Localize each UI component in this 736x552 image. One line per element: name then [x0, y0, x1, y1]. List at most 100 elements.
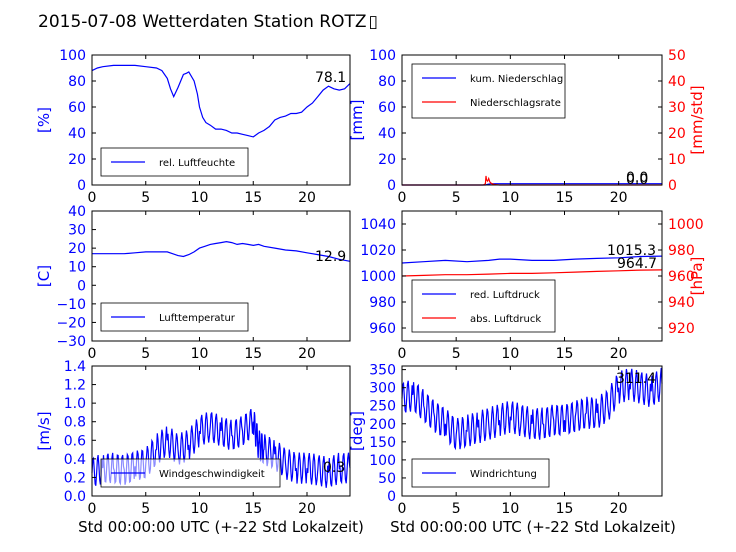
y-tick-label: 0: [387, 178, 396, 194]
panel-5: 0 5 10 15 20 0.0 0.2 0.4 0.6 0.8 1.0 1.2 1.4 [m/s] Win…: [35, 359, 351, 517]
last-value-label: 0.3: [323, 460, 345, 476]
x-tick-label: 10: [501, 346, 519, 362]
x-tick-label: 10: [191, 501, 209, 517]
y-tick-label: 0.6: [64, 433, 86, 449]
panel-3: 0 5 10 15 20 −30 −20 −10 0 10 20 30 40 [C] Lufttempera…: [35, 204, 351, 362]
legend-label: red. Luftdruck: [470, 290, 540, 301]
x-tick-label: 15: [244, 346, 262, 362]
axes-frame-1: [91, 54, 351, 186]
y-tick-label: 60: [68, 100, 86, 116]
y-tick-label: 1.4: [64, 359, 86, 375]
legend-label: Windgeschwindigkeit: [159, 469, 265, 480]
x-tick-label: 15: [556, 346, 574, 362]
panel-4: 0 5 10 15 20 960 980 1000 1020 1040 920 940 960 980 10…: [360, 210, 706, 362]
series-line-3-1: [92, 240, 351, 262]
y-tick-label: 60: [378, 100, 396, 116]
last-value-label: 0.0: [626, 172, 648, 188]
x-tick-label: 0: [88, 501, 97, 517]
legend-label: Windrichtung: [470, 469, 537, 480]
x-tick-label: 0: [398, 346, 407, 362]
panel-2: 0 5 10 15 20 0 20 40 60 80 100 0 10 20 30 40 50 [mm] [mm/s…: [348, 48, 706, 206]
y-tick-label: 1020: [360, 243, 396, 259]
y-axis-label: [deg]: [348, 411, 366, 451]
y-tick-label: 100: [59, 48, 86, 64]
panel-6: 0 5 10 15 20050100150200250300350[deg]Windri…: [348, 363, 663, 517]
last-value-label-2: 964.7: [617, 256, 657, 272]
y-right-tick-label: 980: [668, 243, 695, 259]
y-axis-label: [mm]: [348, 100, 366, 141]
x-tick-label: 0: [398, 190, 407, 206]
y-tick-label: 30: [68, 223, 86, 239]
series-line-4-1: [401, 255, 663, 264]
y-tick-label: 20: [68, 152, 86, 168]
legend-box: [411, 63, 566, 119]
y-tick-label: 0.2: [64, 470, 86, 486]
x-tick-label: 0: [88, 346, 97, 362]
x-tick-label: 5: [452, 501, 461, 517]
y-right-tick-label: 920: [668, 321, 695, 337]
x-tick-label: 15: [556, 501, 574, 517]
y-right-tick-label: 940: [668, 295, 695, 311]
x-tick-label: 15: [244, 501, 262, 517]
legend-label: Lufttemperatur: [159, 313, 236, 324]
y-tick-label: 1000: [360, 269, 396, 285]
x-tick-label: 10: [191, 190, 209, 206]
series-line-4-2: [401, 269, 663, 277]
x-tick-label: 15: [556, 190, 574, 206]
y-tick-label: 0.0: [64, 489, 86, 505]
y-axis-label: [C]: [35, 265, 53, 287]
x-tick-label: 20: [610, 190, 628, 206]
y-right-tick-label: 20: [668, 126, 686, 142]
x-tick-label: 5: [452, 190, 461, 206]
axes-frame-3: [91, 210, 351, 342]
y-right-tick-label: 960: [668, 269, 695, 285]
last-value-label: 12.9: [315, 249, 346, 265]
x-tick-label: 0: [398, 501, 407, 517]
series-line-6-1: [401, 367, 663, 451]
y-tick-label: 300: [369, 381, 396, 397]
x-tick-label: 5: [141, 346, 150, 362]
y-tick-label: 40: [68, 126, 86, 142]
x-tick-label: 20: [298, 346, 316, 362]
y-tick-label: 0.8: [64, 415, 86, 431]
y-tick-label: 0.4: [64, 452, 86, 468]
y-tick-label: 0: [387, 489, 396, 505]
y-tick-label: 40: [378, 126, 396, 142]
x-tick-label: 5: [141, 190, 150, 206]
x-tick-label: 10: [501, 190, 519, 206]
y-tick-label: 980: [369, 295, 396, 311]
panel-1: 0 5 10 15 20 0 20 40 60 80 100 [%] rel. Luftfeuchte 7…: [35, 48, 351, 206]
page-title: 2015-07-08 Wetterdaten Station ROTZ: [38, 12, 367, 32]
y-tick-label: 0: [77, 178, 86, 194]
y-tick-label: −30: [56, 334, 86, 350]
axes-frame-6: [401, 365, 663, 497]
y-tick-label: 100: [369, 48, 396, 64]
y-axis-label: [m/s]: [35, 411, 53, 450]
y-right-tick-label: 50: [668, 48, 686, 64]
legend-label: kum. Niederschlag: [470, 74, 563, 85]
y-right-tick-label: 40: [668, 74, 686, 90]
x-tick-label: 10: [191, 346, 209, 362]
y-right-tick-label: 10: [668, 152, 686, 168]
legend-label: Niederschlagsrate: [470, 98, 561, 109]
y-tick-label: −20: [56, 315, 86, 331]
y-tick-label: 20: [68, 241, 86, 257]
y-tick-label: 960: [369, 321, 396, 337]
last-value-label: 311.4: [616, 371, 656, 387]
y-axis-label: [%]: [35, 107, 53, 133]
y-tick-label: 40: [68, 204, 86, 220]
x-tick-label: 20: [298, 190, 316, 206]
y-right-tick-label: 1000: [668, 217, 704, 233]
series-line-5-1: [91, 408, 351, 488]
x-tick-label: 15: [244, 190, 262, 206]
x-axis-label-right: Std 00:00:00 UTC (+-22 Std Lokalzeit): [390, 518, 676, 536]
x-tick-label: 20: [298, 501, 316, 517]
y-tick-label: 80: [378, 74, 396, 90]
x-tick-label: 20: [610, 346, 628, 362]
y-tick-label: 200: [369, 417, 396, 433]
y-tick-label: 20: [378, 152, 396, 168]
y-tick-label: 1.2: [64, 378, 86, 394]
y-tick-label: 0: [77, 278, 86, 294]
legend-box: [411, 279, 556, 333]
